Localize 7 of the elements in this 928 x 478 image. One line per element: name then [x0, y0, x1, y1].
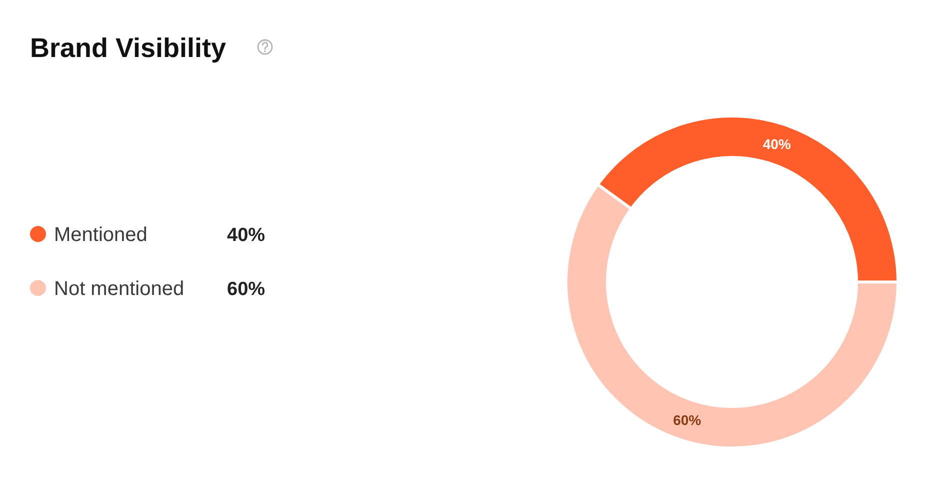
text: 40% [227, 225, 266, 246]
data-label: 60% [673, 412, 702, 428]
chart-title: Brand Visibility [30, 33, 226, 63]
data-label: 40% [762, 136, 792, 152]
legend-label: Mentioned [54, 224, 148, 246]
legend-label: Not mentioned [54, 278, 184, 300]
text: 60% [227, 279, 266, 300]
